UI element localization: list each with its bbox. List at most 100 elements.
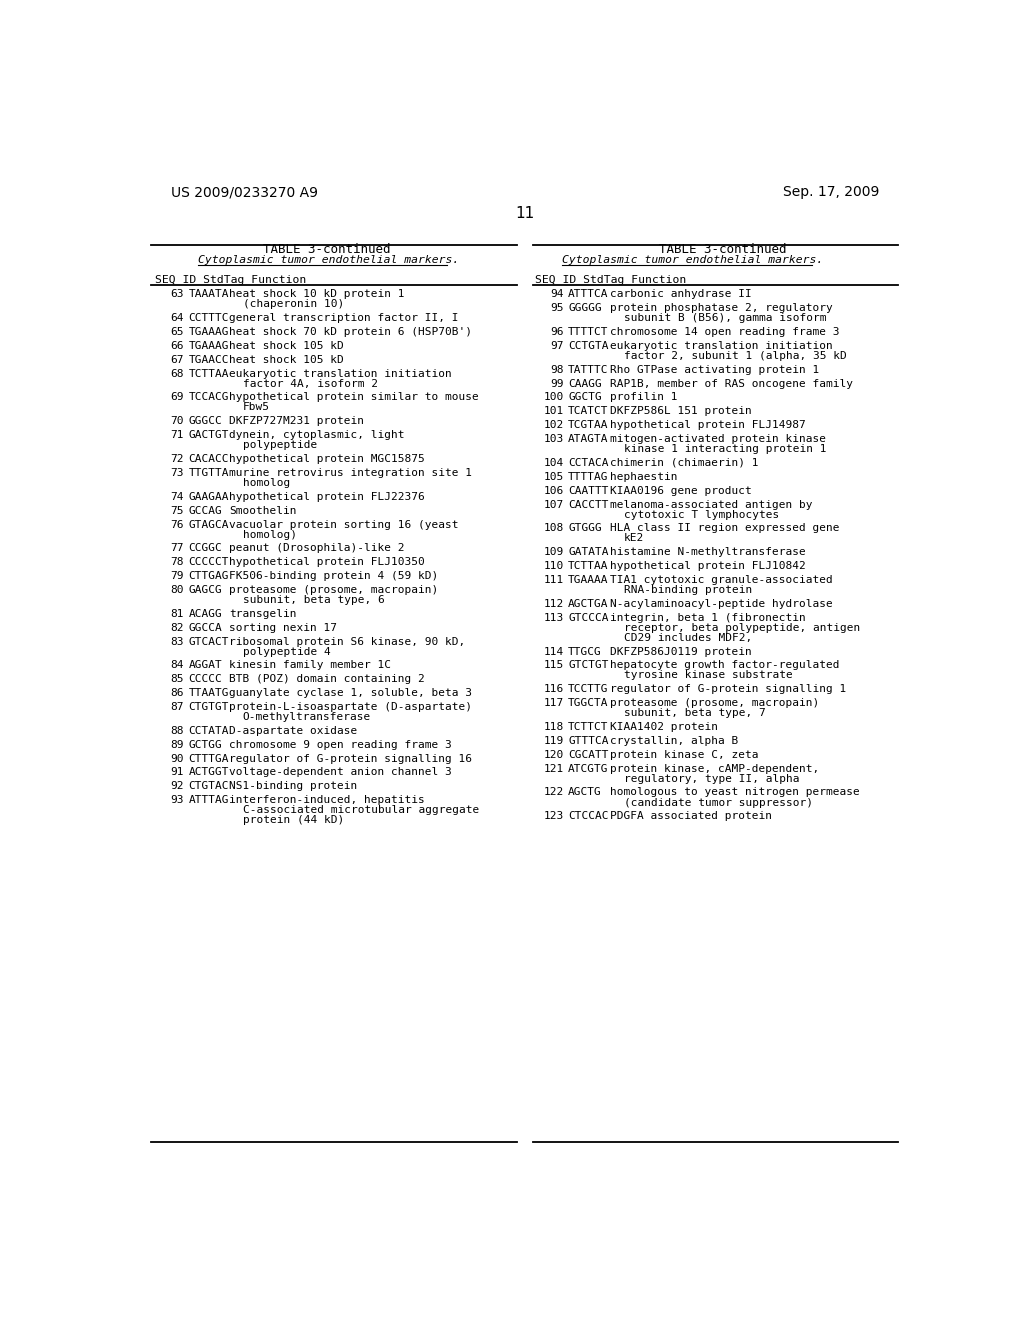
Text: N-acylaminoacyl-peptide hydrolase: N-acylaminoacyl-peptide hydrolase bbox=[610, 599, 833, 609]
Text: tyrosine kinase substrate: tyrosine kinase substrate bbox=[624, 671, 793, 680]
Text: dynein, cytoplasmic, light: dynein, cytoplasmic, light bbox=[228, 430, 404, 440]
Text: heat shock 70 kD protein 6 (HSP70B'): heat shock 70 kD protein 6 (HSP70B') bbox=[228, 327, 472, 337]
Text: integrin, beta 1 (fibronectin: integrin, beta 1 (fibronectin bbox=[610, 612, 806, 623]
Text: 121: 121 bbox=[544, 763, 563, 774]
Text: 106: 106 bbox=[544, 486, 563, 495]
Text: 74: 74 bbox=[170, 492, 183, 502]
Text: US 2009/0233270 A9: US 2009/0233270 A9 bbox=[171, 185, 317, 199]
Text: AGGAT: AGGAT bbox=[188, 660, 222, 671]
Text: Rho GTPase activating protein 1: Rho GTPase activating protein 1 bbox=[610, 364, 819, 375]
Text: 93: 93 bbox=[170, 795, 183, 805]
Text: GATATA: GATATA bbox=[568, 548, 608, 557]
Text: 115: 115 bbox=[544, 660, 563, 671]
Text: TCTTCT: TCTTCT bbox=[568, 722, 608, 733]
Text: protein kinase, cAMP-dependent,: protein kinase, cAMP-dependent, bbox=[610, 763, 819, 774]
Text: CCTATA: CCTATA bbox=[188, 726, 229, 735]
Text: 90: 90 bbox=[170, 754, 183, 763]
Text: GTCACT: GTCACT bbox=[188, 636, 229, 647]
Text: 108: 108 bbox=[544, 524, 563, 533]
Text: GAAGAA: GAAGAA bbox=[188, 492, 229, 502]
Text: receptor, beta polypeptide, antigen: receptor, beta polypeptide, antigen bbox=[624, 623, 860, 632]
Text: GACTGT: GACTGT bbox=[188, 430, 229, 440]
Text: general transcription factor II, I: general transcription factor II, I bbox=[228, 313, 459, 323]
Text: CTGTAC: CTGTAC bbox=[188, 781, 229, 791]
Text: cytotoxic T lymphocytes: cytotoxic T lymphocytes bbox=[624, 510, 779, 520]
Text: (candidate tumor suppressor): (candidate tumor suppressor) bbox=[624, 797, 813, 808]
Text: ACTGGT: ACTGGT bbox=[188, 767, 229, 777]
Text: TTTTAG: TTTTAG bbox=[568, 471, 608, 482]
Text: protein (44 kD): protein (44 kD) bbox=[243, 816, 344, 825]
Text: 100: 100 bbox=[544, 392, 563, 403]
Text: homolog: homolog bbox=[243, 478, 290, 488]
Text: Sep. 17, 2009: Sep. 17, 2009 bbox=[783, 185, 880, 199]
Text: 107: 107 bbox=[544, 499, 563, 510]
Text: CTGTGT: CTGTGT bbox=[188, 702, 229, 711]
Text: 71: 71 bbox=[170, 430, 183, 440]
Text: GGGCC: GGGCC bbox=[188, 416, 222, 426]
Text: 122: 122 bbox=[544, 788, 563, 797]
Text: crystallin, alpha B: crystallin, alpha B bbox=[610, 737, 738, 746]
Text: 92: 92 bbox=[170, 781, 183, 791]
Text: heat shock 105 kD: heat shock 105 kD bbox=[228, 341, 343, 351]
Text: 99: 99 bbox=[550, 379, 563, 388]
Text: TAAATA: TAAATA bbox=[188, 289, 229, 300]
Text: 78: 78 bbox=[170, 557, 183, 568]
Text: ATAGTA: ATAGTA bbox=[568, 434, 608, 444]
Text: TTGTTA: TTGTTA bbox=[188, 469, 229, 478]
Text: GGCCA: GGCCA bbox=[188, 623, 222, 632]
Text: TTTTCT: TTTTCT bbox=[568, 327, 608, 337]
Text: mitogen-activated protein kinase: mitogen-activated protein kinase bbox=[610, 434, 826, 444]
Text: TCCTTG: TCCTTG bbox=[568, 684, 608, 694]
Text: RNA-binding protein: RNA-binding protein bbox=[624, 585, 753, 595]
Text: GGGGG: GGGGG bbox=[568, 304, 602, 313]
Text: guanylate cyclase 1, soluble, beta 3: guanylate cyclase 1, soluble, beta 3 bbox=[228, 688, 472, 698]
Text: TGAAAG: TGAAAG bbox=[188, 341, 229, 351]
Text: TCTTAA: TCTTAA bbox=[568, 561, 608, 572]
Text: ATTTAG: ATTTAG bbox=[188, 795, 229, 805]
Text: carbonic anhydrase II: carbonic anhydrase II bbox=[610, 289, 752, 300]
Text: TCCACG: TCCACG bbox=[188, 392, 229, 403]
Text: CAATTT: CAATTT bbox=[568, 486, 608, 495]
Text: 98: 98 bbox=[550, 364, 563, 375]
Text: homologous to yeast nitrogen permease: homologous to yeast nitrogen permease bbox=[610, 788, 860, 797]
Text: 80: 80 bbox=[170, 585, 183, 595]
Text: subunit, beta type, 7: subunit, beta type, 7 bbox=[624, 708, 766, 718]
Text: hypothetical protein FLJ10842: hypothetical protein FLJ10842 bbox=[610, 561, 806, 572]
Text: CD29 includes MDF2,: CD29 includes MDF2, bbox=[624, 632, 753, 643]
Text: 75: 75 bbox=[170, 506, 183, 516]
Text: 87: 87 bbox=[170, 702, 183, 711]
Text: eukaryotic translation initiation: eukaryotic translation initiation bbox=[228, 368, 452, 379]
Text: hepatocyte growth factor-regulated: hepatocyte growth factor-regulated bbox=[610, 660, 840, 671]
Text: GTAGCA: GTAGCA bbox=[188, 520, 229, 529]
Text: 69: 69 bbox=[170, 392, 183, 403]
Text: 81: 81 bbox=[170, 609, 183, 619]
Text: regulator of G-protein signalling 1: regulator of G-protein signalling 1 bbox=[610, 684, 846, 694]
Text: 79: 79 bbox=[170, 572, 183, 581]
Text: CTTGAG: CTTGAG bbox=[188, 572, 229, 581]
Text: TIA1 cytotoxic granule-associated: TIA1 cytotoxic granule-associated bbox=[610, 576, 833, 585]
Text: DKFZP586L 151 protein: DKFZP586L 151 protein bbox=[610, 407, 752, 416]
Text: 11: 11 bbox=[515, 206, 535, 222]
Text: GAGCG: GAGCG bbox=[188, 585, 222, 595]
Text: Cytoplasmic tumor endothelial markers.: Cytoplasmic tumor endothelial markers. bbox=[198, 256, 459, 265]
Text: GCCAG: GCCAG bbox=[188, 506, 222, 516]
Text: voltage-dependent anion channel 3: voltage-dependent anion channel 3 bbox=[228, 767, 452, 777]
Text: chimerin (chimaerin) 1: chimerin (chimaerin) 1 bbox=[610, 458, 759, 467]
Text: regulator of G-protein signalling 16: regulator of G-protein signalling 16 bbox=[228, 754, 472, 763]
Text: BTB (POZ) domain containing 2: BTB (POZ) domain containing 2 bbox=[228, 675, 425, 684]
Text: CACCTT: CACCTT bbox=[568, 499, 608, 510]
Text: AGCTG: AGCTG bbox=[568, 788, 602, 797]
Text: CCTTTC: CCTTTC bbox=[188, 313, 229, 323]
Text: proteasome (prosome, macropain): proteasome (prosome, macropain) bbox=[610, 698, 819, 708]
Text: DKFZP727M231 protein: DKFZP727M231 protein bbox=[228, 416, 364, 426]
Text: 104: 104 bbox=[544, 458, 563, 467]
Text: GTGGG: GTGGG bbox=[568, 524, 602, 533]
Text: ribosomal protein S6 kinase, 90 kD,: ribosomal protein S6 kinase, 90 kD, bbox=[228, 636, 465, 647]
Text: TCGTAA: TCGTAA bbox=[568, 420, 608, 430]
Text: CCGGC: CCGGC bbox=[188, 544, 222, 553]
Text: profilin 1: profilin 1 bbox=[610, 392, 678, 403]
Text: CCCCCT: CCCCCT bbox=[188, 557, 229, 568]
Text: TGAAAA: TGAAAA bbox=[568, 576, 608, 585]
Text: 76: 76 bbox=[170, 520, 183, 529]
Text: factor 2, subunit 1 (alpha, 35 kD: factor 2, subunit 1 (alpha, 35 kD bbox=[624, 351, 847, 360]
